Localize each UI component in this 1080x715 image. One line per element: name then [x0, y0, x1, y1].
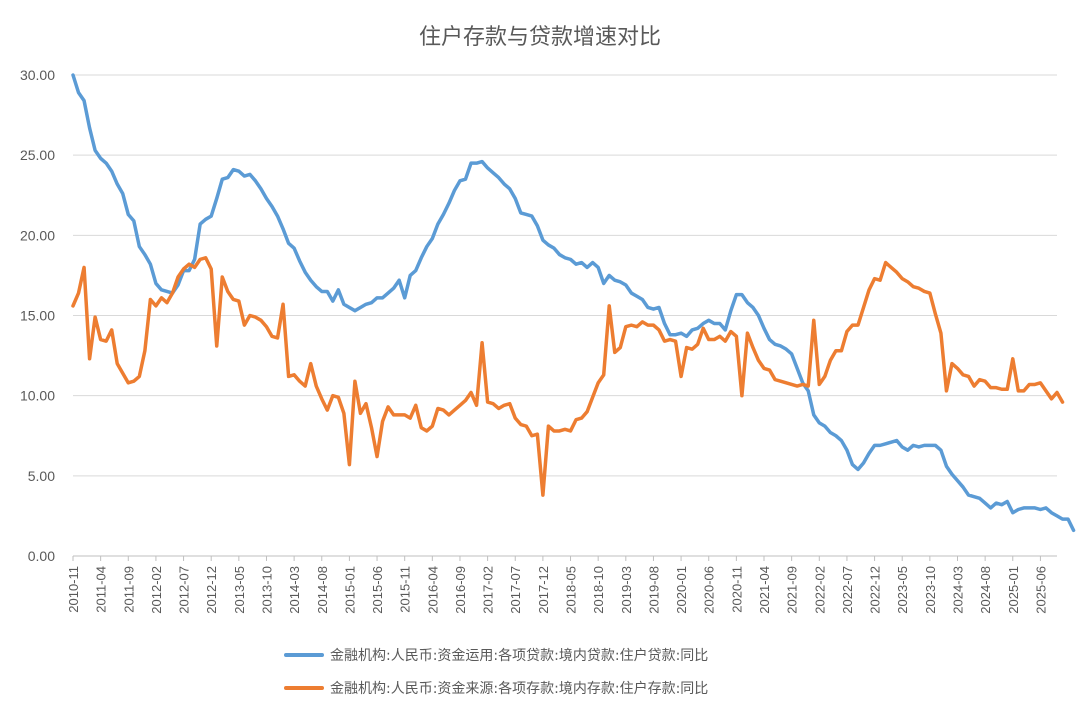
x-tick-label: 2016-04 — [425, 566, 440, 614]
series-lines — [71, 73, 1076, 533]
x-tick-label: 2022-12 — [868, 566, 883, 614]
y-tick-label: 20.00 — [20, 227, 55, 243]
y-tick-label: 15.00 — [20, 308, 55, 324]
gridlines — [73, 74, 1057, 477]
x-tick-label: 2014-08 — [315, 566, 330, 614]
x-axis: 2010-11 2011-04 2011-09 2012-02 2012-07 2012-… — [66, 555, 1057, 614]
x-tick-label: 2017-07 — [508, 566, 523, 614]
x-tick-label: 2022-07 — [840, 566, 855, 614]
y-tick-label: 5.00 — [28, 468, 55, 484]
series-line-loans — [71, 73, 1076, 533]
x-tick-label: 2023-10 — [923, 566, 938, 614]
x-tick-label: 2019-03 — [619, 566, 634, 614]
y-tick-label: 30.00 — [20, 67, 55, 83]
legend: 金融机构:人民币:资金运用:各项贷款:境内贷款:住户贷款:同比金融机构:人民币:… — [284, 647, 708, 697]
x-tick-label: 2024-03 — [950, 566, 965, 614]
x-tick-label: 2010-11 — [66, 566, 81, 613]
x-tick-label: 2022-02 — [812, 566, 827, 614]
x-tick-label: 2017-02 — [481, 566, 496, 614]
y-axis: 0.00 5.00 10.00 15.00 20.00 25.00 30.00 — [20, 67, 55, 564]
x-tick-label: 2011-09 — [121, 566, 136, 613]
x-tick-label: 2021-04 — [757, 566, 772, 614]
x-tick-label: 2012-07 — [177, 566, 192, 614]
y-tick-label: 0.00 — [28, 548, 55, 564]
x-tick-label: 2018-10 — [591, 566, 606, 614]
legend-label: 金融机构:人民币:资金运用:各项贷款:境内贷款:住户贷款:同比 — [330, 647, 708, 664]
series-line-deposits — [71, 256, 1065, 497]
x-tick-label: 2014-03 — [287, 566, 302, 614]
x-tick-label: 2021-09 — [785, 566, 800, 614]
x-tick-label: 2025-01 — [1006, 566, 1021, 614]
x-tick-label: 2025-06 — [1033, 566, 1048, 614]
y-tick-label: 25.00 — [20, 147, 55, 163]
x-tick-label: 2015-01 — [342, 566, 357, 614]
x-tick-label: 2012-12 — [204, 566, 219, 614]
x-tick-label: 2018-05 — [564, 566, 579, 614]
x-tick-label: 2019-08 — [646, 566, 661, 614]
legend-label: 金融机构:人民币:资金来源:各项存款:境内存款:住户存款:同比 — [330, 680, 708, 697]
y-tick-label: 10.00 — [20, 388, 55, 404]
x-tick-label: 2020-06 — [702, 566, 717, 614]
x-tick-label: 2020-11 — [729, 566, 744, 613]
x-tick-label: 2011-04 — [94, 566, 109, 613]
x-tick-label: 2020-01 — [674, 566, 689, 614]
x-tick-label: 2016-09 — [453, 566, 468, 614]
x-tick-label: 2024-08 — [978, 566, 993, 614]
x-tick-label: 2013-10 — [259, 566, 274, 614]
x-tick-label: 2015-06 — [370, 566, 385, 614]
chart-title: 住户存款与贷款增速对比 — [419, 25, 661, 50]
x-tick-label: 2013-05 — [232, 566, 247, 614]
x-tick-label: 2023-05 — [895, 566, 910, 614]
x-tick-label: 2012-02 — [149, 566, 164, 614]
x-tick-label: 2017-12 — [536, 566, 551, 614]
x-tick-label: 2015-11 — [398, 566, 413, 613]
